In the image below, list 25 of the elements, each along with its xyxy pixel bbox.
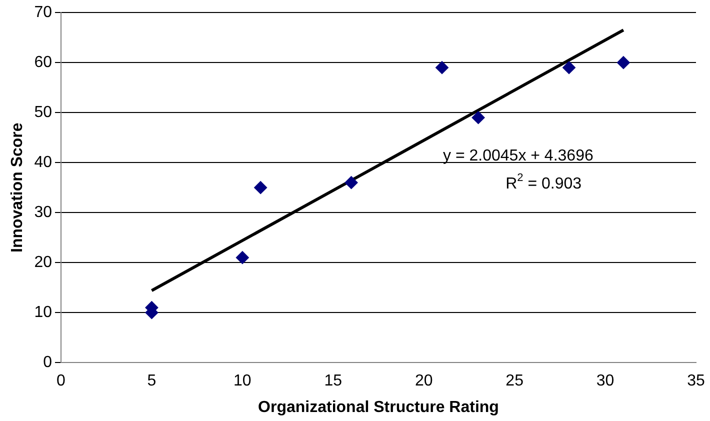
point bbox=[254, 181, 268, 194]
y-tick-label: 70 bbox=[34, 4, 52, 22]
point bbox=[236, 251, 249, 264]
y-tick-label: 60 bbox=[34, 54, 52, 72]
x-tick-label: 20 bbox=[414, 372, 433, 390]
y-tick-label: 10 bbox=[34, 304, 52, 322]
y-axis-title: Innovation Score bbox=[9, 122, 26, 252]
x-tick-label: 35 bbox=[687, 372, 705, 390]
y-tick-label: 30 bbox=[34, 204, 52, 222]
y-tick-label: 20 bbox=[34, 254, 52, 272]
x-tick-label: 5 bbox=[147, 372, 156, 390]
y-tick-label: 0 bbox=[43, 354, 52, 372]
y-tick-label: 40 bbox=[34, 154, 52, 172]
point bbox=[436, 61, 448, 74]
x-tick-label: 25 bbox=[506, 372, 524, 390]
point bbox=[472, 111, 485, 124]
x-axis-title: Organizational Structure Rating bbox=[258, 398, 499, 416]
x-tick-label: 10 bbox=[234, 372, 252, 390]
x-tick-label: 0 bbox=[56, 372, 66, 390]
x-tick-label: 15 bbox=[324, 372, 342, 390]
point bbox=[344, 176, 358, 190]
point bbox=[616, 56, 630, 70]
x-tick-label: 30 bbox=[596, 372, 614, 390]
y-tick-label: 50 bbox=[34, 104, 52, 122]
point bbox=[562, 61, 576, 74]
